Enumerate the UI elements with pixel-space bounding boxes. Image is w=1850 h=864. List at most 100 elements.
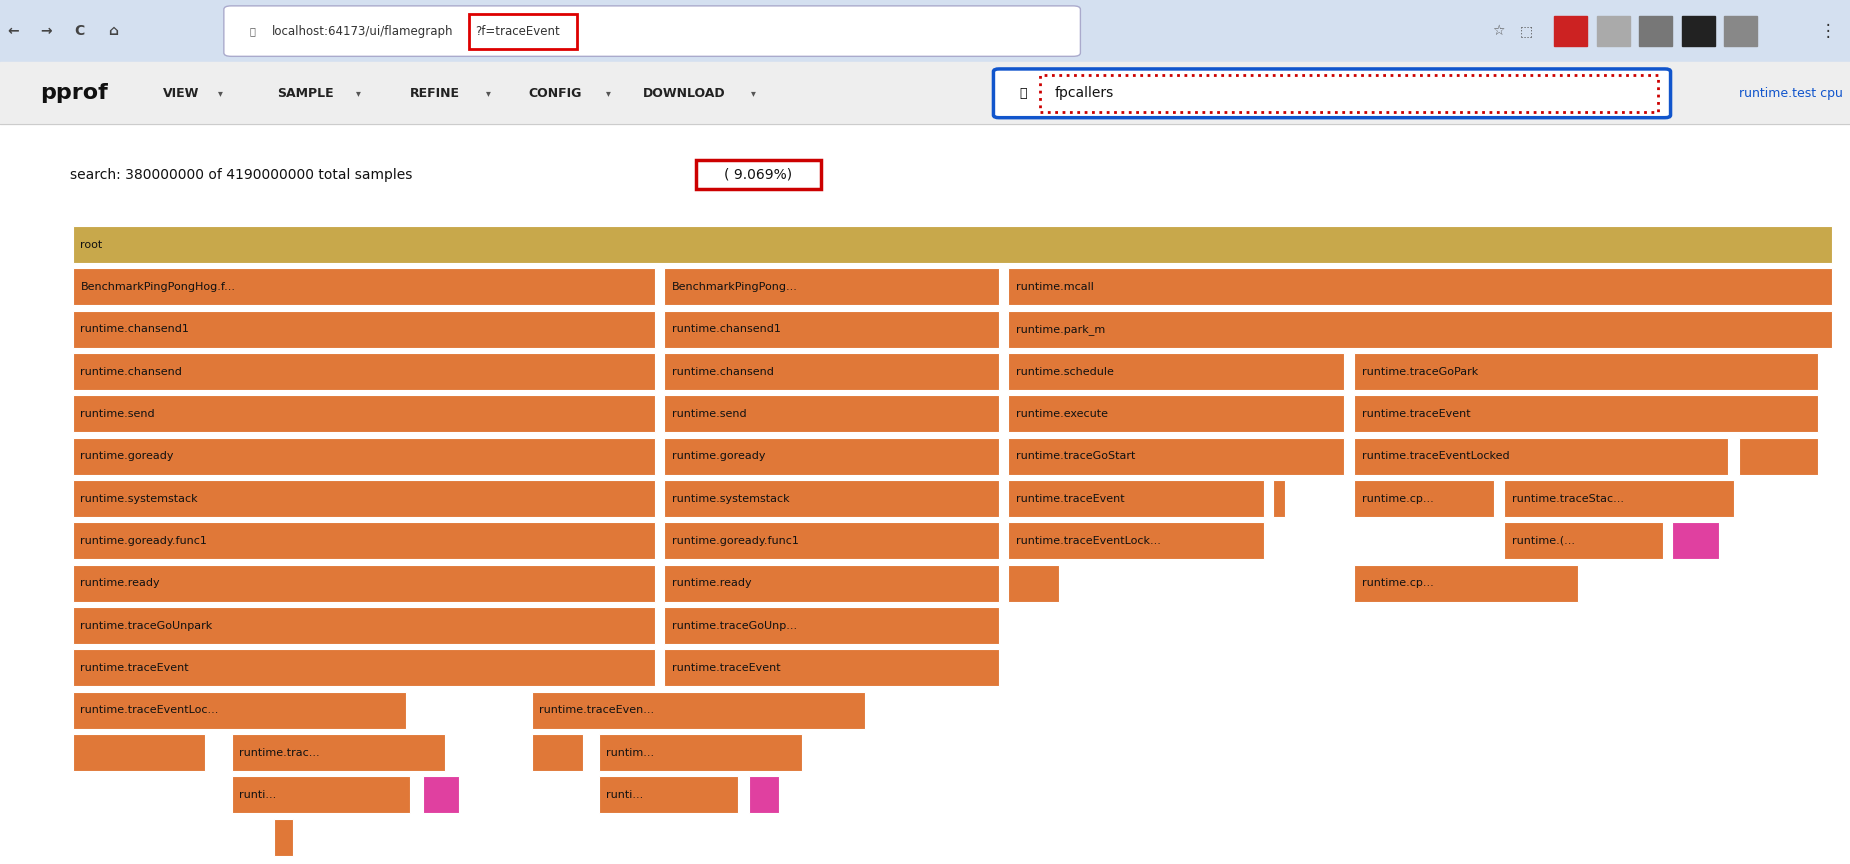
Bar <box>1008 437 1343 475</box>
Bar <box>1504 522 1663 560</box>
Bar <box>1672 522 1719 560</box>
Bar <box>1354 565 1578 601</box>
Text: →: → <box>41 24 52 38</box>
FancyBboxPatch shape <box>993 69 1671 118</box>
Text: BenchmarkPingPongHog.f...: BenchmarkPingPongHog.f... <box>81 282 235 292</box>
Bar <box>74 734 205 772</box>
Text: pprof: pprof <box>41 83 107 104</box>
Text: ▾: ▾ <box>607 88 611 98</box>
FancyBboxPatch shape <box>470 14 577 48</box>
Text: ⬚: ⬚ <box>1519 24 1534 38</box>
FancyBboxPatch shape <box>224 6 1080 56</box>
Text: runtime.ready: runtime.ready <box>81 578 161 588</box>
Text: runtime.goready: runtime.goready <box>672 451 766 461</box>
FancyBboxPatch shape <box>696 160 821 189</box>
Text: REFINE: REFINE <box>409 86 461 100</box>
Text: ☆: ☆ <box>1493 24 1504 38</box>
Text: runtime.test cpu: runtime.test cpu <box>1739 86 1843 100</box>
Bar <box>74 565 655 601</box>
Bar <box>533 691 866 729</box>
Bar <box>664 395 999 432</box>
Bar <box>664 269 999 306</box>
Text: runtime.traceGoPark: runtime.traceGoPark <box>1362 366 1478 377</box>
Text: C: C <box>74 24 85 38</box>
Bar <box>74 480 655 517</box>
Bar <box>1273 480 1286 517</box>
Bar <box>74 691 407 729</box>
Bar <box>664 565 999 601</box>
Bar <box>1008 311 1832 348</box>
Bar <box>664 311 999 348</box>
Text: runtime.traceGoStart: runtime.traceGoStart <box>1016 451 1136 461</box>
Text: runtime.schedule: runtime.schedule <box>1016 366 1114 377</box>
Bar <box>422 777 459 814</box>
Bar <box>274 819 294 855</box>
Text: runtime.traceEventLocked: runtime.traceEventLocked <box>1362 451 1510 461</box>
Bar <box>231 777 411 814</box>
Bar <box>1008 565 1060 601</box>
Text: runti...: runti... <box>239 790 276 800</box>
Text: runtime.chansend: runtime.chansend <box>81 366 183 377</box>
Text: ⌂: ⌂ <box>107 24 118 38</box>
Text: runtime.goready.func1: runtime.goready.func1 <box>672 536 799 546</box>
Text: runtime.traceGoUnpark: runtime.traceGoUnpark <box>81 620 213 631</box>
Text: search: 380000000 of 4190000000 total samples: search: 380000000 of 4190000000 total sa… <box>70 168 413 181</box>
Text: ⓘ: ⓘ <box>250 26 255 36</box>
Text: runtime.systemstack: runtime.systemstack <box>672 493 790 504</box>
Text: VIEW: VIEW <box>163 86 200 100</box>
Bar <box>1354 395 1819 432</box>
Text: runtime.ready: runtime.ready <box>672 578 751 588</box>
Text: DOWNLOAD: DOWNLOAD <box>644 86 725 100</box>
Bar <box>74 607 655 645</box>
Text: runtime.systemstack: runtime.systemstack <box>81 493 198 504</box>
Text: runtime.send: runtime.send <box>672 409 746 419</box>
Bar <box>1504 480 1733 517</box>
Text: 🔍: 🔍 <box>1019 86 1027 100</box>
Text: ▾: ▾ <box>357 88 361 98</box>
Bar <box>1008 522 1264 560</box>
Bar <box>0 62 1850 124</box>
Text: runtime.chansend1: runtime.chansend1 <box>81 324 189 334</box>
Bar <box>74 650 655 686</box>
Bar <box>0 0 1850 62</box>
Bar <box>1354 480 1493 517</box>
Text: ( 9.069%): ( 9.069%) <box>725 168 792 181</box>
Bar <box>664 480 999 517</box>
Bar <box>1008 480 1264 517</box>
Bar <box>664 353 999 391</box>
Bar <box>533 734 583 772</box>
Bar <box>74 311 655 348</box>
Text: runtime.cp...: runtime.cp... <box>1362 578 1434 588</box>
Text: runtime.park_m: runtime.park_m <box>1016 324 1104 334</box>
Text: runtime.traceStac...: runtime.traceStac... <box>1511 493 1624 504</box>
Text: BenchmarkPingPong...: BenchmarkPingPong... <box>672 282 797 292</box>
Text: runtime.traceEventLoc...: runtime.traceEventLoc... <box>81 705 218 715</box>
Text: ▾: ▾ <box>218 88 222 98</box>
Text: runtime.goready.func1: runtime.goready.func1 <box>81 536 207 546</box>
Bar <box>1008 353 1343 391</box>
Bar <box>74 522 655 560</box>
Text: ←: ← <box>7 24 18 38</box>
Bar <box>599 734 801 772</box>
Bar <box>749 777 779 814</box>
Text: localhost:64173/ui/flamegraph: localhost:64173/ui/flamegraph <box>272 24 453 38</box>
Bar <box>599 777 738 814</box>
Text: runtime.mcall: runtime.mcall <box>1016 282 1093 292</box>
Text: runtime.traceEven...: runtime.traceEven... <box>540 705 655 715</box>
Text: ▾: ▾ <box>751 88 755 98</box>
Bar <box>664 522 999 560</box>
Bar <box>1008 395 1343 432</box>
Bar <box>74 353 655 391</box>
Text: ?f=traceEvent: ?f=traceEvent <box>475 24 561 38</box>
Bar <box>1724 16 1757 47</box>
Text: runtime.cp...: runtime.cp... <box>1362 493 1434 504</box>
Text: runtime.goready: runtime.goready <box>81 451 174 461</box>
Text: runtime.traceEventLock...: runtime.traceEventLock... <box>1016 536 1160 546</box>
Text: runti...: runti... <box>607 790 644 800</box>
Text: ⋮: ⋮ <box>1820 22 1835 40</box>
Bar <box>1354 353 1819 391</box>
Bar <box>1639 16 1672 47</box>
Text: runtime.execute: runtime.execute <box>1016 409 1108 419</box>
Bar <box>74 226 1832 264</box>
Bar <box>664 437 999 475</box>
